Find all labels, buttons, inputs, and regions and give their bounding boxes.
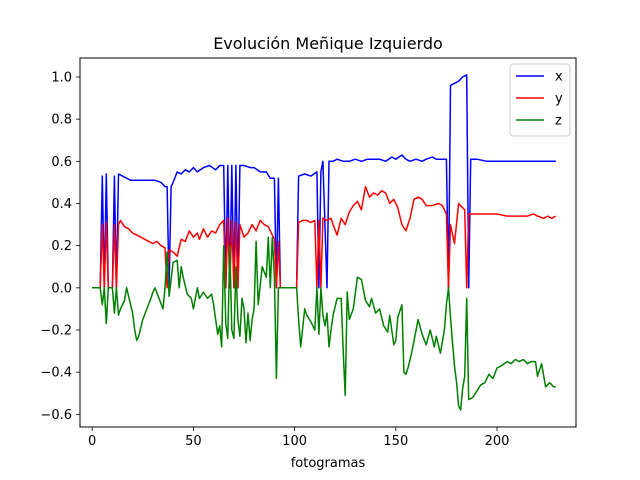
- x-axis-label: fotogramas: [291, 456, 366, 471]
- y-tick-label: 0.6: [51, 155, 72, 170]
- chart-title: Evolución Meñique Izquierdo: [213, 34, 443, 53]
- legend: xyz: [509, 63, 571, 137]
- legend-label-z: z: [555, 114, 562, 129]
- x-tick-label: 150: [383, 434, 408, 449]
- y-tick-label: −0.6: [40, 408, 72, 423]
- x-tick-label: 0: [88, 434, 96, 449]
- series-line-z: [92, 236, 556, 411]
- x-tick-label: 100: [282, 434, 307, 449]
- y-tick-label: 0.2: [51, 239, 72, 254]
- legend-label-y: y: [555, 92, 563, 107]
- y-tick-label: 0.0: [51, 281, 72, 296]
- legend-box: [509, 63, 571, 137]
- x-tick-label: 50: [185, 434, 202, 449]
- y-tick-label: 0.8: [51, 113, 72, 128]
- legend-label-x: x: [555, 70, 563, 85]
- y-tick-label: 0.4: [51, 197, 72, 212]
- y-tick-label: 1.0: [51, 70, 72, 85]
- x-tick-label: 200: [485, 434, 510, 449]
- y-tick-label: −0.2: [40, 324, 72, 339]
- y-tick-label: −0.4: [40, 366, 72, 381]
- ticks-layer: 0 50 100 150 200 −0.6 −0.4 −0.2 0.0 0.2 0.4 0.6 0.8 1…: [40, 70, 509, 449]
- plot-area-frame: [79, 57, 577, 428]
- series-layer: [92, 74, 557, 411]
